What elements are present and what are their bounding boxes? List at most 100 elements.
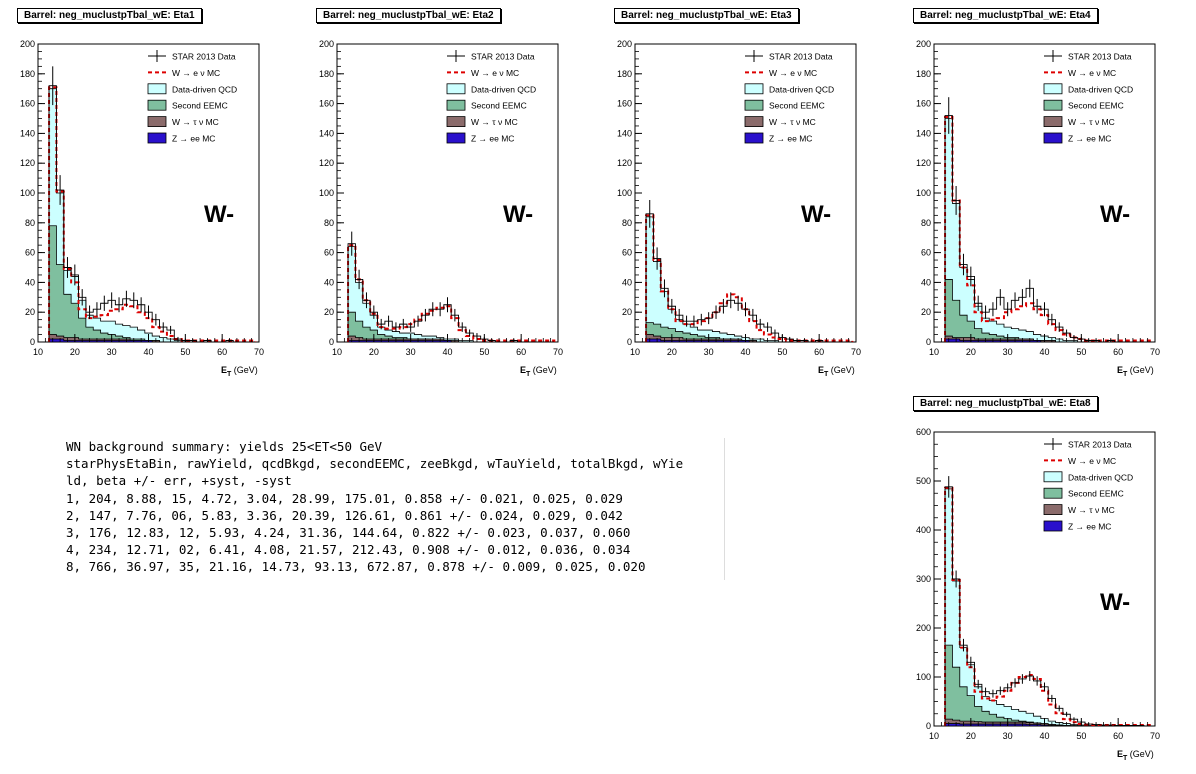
legend-label: W → e ν MC	[1068, 68, 1116, 78]
x-tick-label: 30	[406, 347, 416, 357]
y-tick-label: 120	[319, 158, 334, 168]
x-tick-label: 60	[1113, 347, 1123, 357]
y-tick-label: 80	[622, 218, 632, 228]
legend-box-marker	[744, 132, 764, 144]
y-tick-label: 40	[622, 277, 632, 287]
x-tick-label: 60	[814, 347, 824, 357]
y-tick-label: 140	[617, 128, 632, 138]
legend-label: W → τ ν MC	[1068, 505, 1115, 515]
legend-label: Z → ee MC	[769, 134, 812, 144]
legend-label: Second EEMC	[172, 101, 228, 111]
y-tick-label: 20	[622, 307, 632, 317]
x-axis-label: ET (GeV)	[1117, 365, 1154, 378]
x-tick-label: 10	[929, 347, 939, 357]
chart-panel-eta3: Barrel: neg_muclustpTbal_wE: Eta3 10 20 30…	[597, 0, 897, 380]
chart-panel-eta1: Barrel: neg_muclustpTbal_wE: Eta1 10 20 30…	[0, 0, 300, 380]
legend-box-marker	[147, 83, 167, 95]
x-tick-label: 30	[1003, 347, 1013, 357]
data-histogram	[48, 85, 256, 343]
charge-label: W-	[801, 201, 831, 228]
x-tick-label: 30	[107, 347, 117, 357]
y-tick-label: 160	[20, 99, 35, 109]
legend-box-marker	[744, 99, 764, 111]
y-tick-label: 60	[622, 248, 632, 258]
x-tick-label: 40	[1039, 347, 1049, 357]
x-tick-label: 60	[516, 347, 526, 357]
legend-label: STAR 2013 Data	[769, 52, 833, 62]
chart-panel-eta8: Barrel: neg_muclustpTbal_wE: Eta8 10 20 30…	[896, 388, 1196, 774]
y-tick-label: 180	[617, 69, 632, 79]
y-tick-label: 100	[617, 188, 632, 198]
legend-label: STAR 2013 Data	[1068, 440, 1132, 450]
chart-svg-eta3: 10 20 30 40 50 60 70 0 20 40 60 80 100 120 140 160 180 20…	[617, 39, 861, 378]
x-axis-label: ET (GeV)	[221, 365, 258, 378]
x-tick-label: 30	[704, 347, 714, 357]
legend-box-marker	[147, 132, 167, 144]
charge-label: W-	[503, 201, 533, 228]
legend-label: W → e ν MC	[172, 68, 220, 78]
legend-label: W → τ ν MC	[471, 117, 518, 127]
x-tick-label: 40	[442, 347, 452, 357]
legend-box-marker	[147, 116, 167, 127]
y-tick-label: 140	[319, 128, 334, 138]
y-tick-label: 120	[20, 158, 35, 168]
legend-box-marker	[744, 83, 764, 95]
y-tick-label: 40	[25, 277, 35, 287]
legend-label: Second EEMC	[1068, 489, 1124, 499]
y-tick-label: 60	[921, 248, 931, 258]
chart-panel-eta4: Barrel: neg_muclustpTbal_wE: Eta4 10 20 30…	[896, 0, 1196, 380]
x-tick-label: 20	[966, 731, 976, 741]
legend-box-marker	[1043, 471, 1063, 483]
legend-label: Z → ee MC	[1068, 522, 1111, 532]
y-tick-label: 200	[916, 623, 931, 633]
legend-label: W → τ ν MC	[172, 117, 219, 127]
x-tick-label: 20	[70, 347, 80, 357]
legend-label: Z → ee MC	[471, 134, 514, 144]
summary-line: 4, 234, 12.71, 02, 6.41, 4.08, 21.57, 21…	[66, 542, 631, 558]
y-tick-label: 180	[319, 69, 334, 79]
y-tick-label: 20	[921, 307, 931, 317]
background-summary: WN background summary: yields 25<ET<50 G…	[60, 438, 725, 580]
x-tick-label: 10	[929, 731, 939, 741]
x-tick-label: 40	[740, 347, 750, 357]
legend-label: Data-driven QCD	[769, 84, 834, 94]
charge-label: W-	[1100, 589, 1130, 616]
legend-label: STAR 2013 Data	[172, 52, 236, 62]
legend-label: Z → ee MC	[1068, 134, 1111, 144]
legend-label: STAR 2013 Data	[471, 52, 535, 62]
x-tick-label: 50	[777, 347, 787, 357]
legend-label: STAR 2013 Data	[1068, 52, 1132, 62]
summary-line: 8, 766, 36.97, 35, 21.16, 14.73, 93.13, …	[66, 559, 646, 575]
y-tick-label: 0	[926, 337, 931, 347]
summary-line: 1, 204, 8.88, 15, 4.72, 3.04, 28.99, 175…	[66, 490, 623, 506]
x-tick-label: 60	[217, 347, 227, 357]
y-tick-label: 400	[916, 525, 931, 535]
x-tick-label: 70	[254, 347, 264, 357]
x-tick-label: 70	[1150, 347, 1160, 357]
y-tick-label: 100	[319, 188, 334, 198]
chart-svg-eta4: 10 20 30 40 50 60 70 0 20 40 60 80 100 120 140 160 180 20…	[916, 39, 1160, 378]
chart-svg-eta1: 10 20 30 40 50 60 70 0 20 40 60 80 100 120 140 160 180 20…	[20, 39, 264, 378]
legend-label: W → e ν MC	[1068, 456, 1116, 466]
y-tick-label: 20	[25, 307, 35, 317]
y-tick-label: 80	[324, 218, 334, 228]
x-tick-label: 10	[332, 347, 342, 357]
y-tick-label: 20	[324, 307, 334, 317]
chart-svg-eta8: 10 20 30 40 50 60 70 0 100 200 300 400 500 600 ET (GeV…	[916, 427, 1160, 762]
legend-label: W → e ν MC	[769, 68, 817, 78]
z-ee-histogram	[645, 338, 853, 343]
legend-box-marker	[1043, 99, 1063, 111]
x-tick-label: 50	[1076, 347, 1086, 357]
y-tick-label: 180	[916, 69, 931, 79]
y-tick-label: 0	[627, 337, 632, 347]
y-tick-label: 160	[916, 99, 931, 109]
legend-box-marker	[446, 132, 466, 144]
legend-label: Data-driven QCD	[471, 84, 536, 94]
x-tick-label: 10	[33, 347, 43, 357]
y-tick-label: 100	[916, 672, 931, 682]
x-tick-label: 70	[851, 347, 861, 357]
data-histogram	[645, 213, 853, 343]
x-tick-label: 60	[1113, 731, 1123, 741]
x-tick-label: 20	[966, 347, 976, 357]
x-tick-label: 50	[180, 347, 190, 357]
